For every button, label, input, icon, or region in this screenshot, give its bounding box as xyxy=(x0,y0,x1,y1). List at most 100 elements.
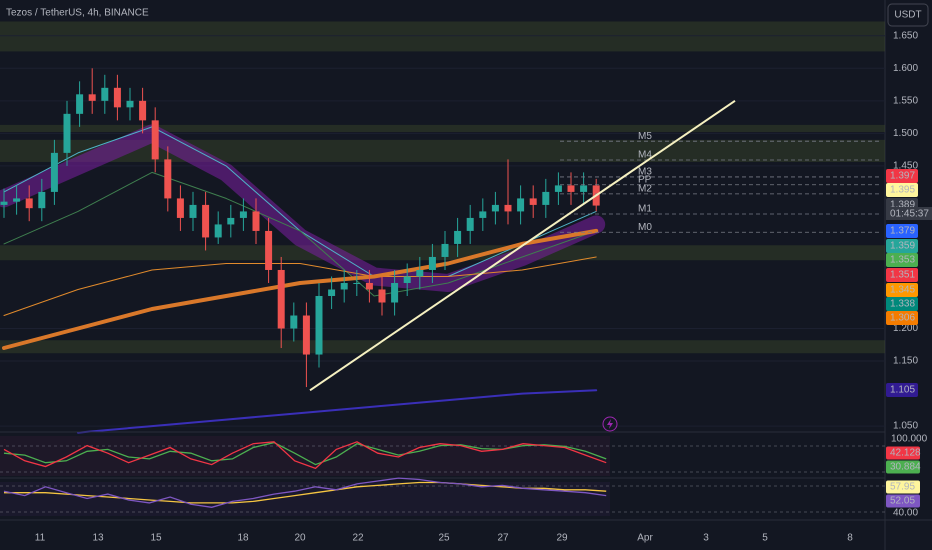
x-tick-label: 13 xyxy=(92,533,104,544)
candle-body xyxy=(454,230,462,244)
price-tag-label: 1.306 xyxy=(890,313,915,324)
x-tick-label: 5 xyxy=(762,533,768,544)
countdown: 01:45:37 xyxy=(890,209,929,220)
price-tag xyxy=(886,169,918,183)
price-tag-label: 1.345 xyxy=(890,285,915,296)
price-tag xyxy=(886,268,918,282)
lightning-icon[interactable] xyxy=(602,416,618,432)
x-tick-label: 29 xyxy=(556,533,568,544)
rsi-tag xyxy=(886,480,920,494)
stoch-tag-label: 30.884 xyxy=(890,462,921,473)
stoch-axis-label: 100.000 xyxy=(891,434,928,445)
price-tag xyxy=(886,224,918,238)
price-tag xyxy=(886,311,918,325)
candle-body xyxy=(113,87,121,108)
candle-body xyxy=(302,315,310,355)
candle-body xyxy=(365,282,373,290)
price-tag xyxy=(886,239,918,253)
candle-body xyxy=(340,282,348,290)
rsi-axis-label: 40.00 xyxy=(893,508,918,519)
candle-body xyxy=(76,94,84,114)
candle-body xyxy=(151,120,159,160)
candle-body xyxy=(504,204,512,212)
candle-body xyxy=(378,289,386,303)
currency-label[interactable]: USDT xyxy=(894,10,921,21)
stoch-band xyxy=(0,436,610,476)
candle-body xyxy=(529,198,537,205)
candle-body xyxy=(554,185,562,192)
candle-body xyxy=(139,100,147,121)
indicator-line xyxy=(2,228,599,350)
indicator-line xyxy=(3,256,597,316)
price-tag-label: 1.397 xyxy=(890,171,915,182)
candle-body xyxy=(328,289,336,296)
candle-body xyxy=(479,211,487,218)
x-tick-label: 15 xyxy=(150,533,162,544)
y-tick-label: 1.050 xyxy=(893,421,918,432)
price-tag-label: 1.379 xyxy=(890,226,915,237)
candle-body xyxy=(239,211,247,218)
rsi-tag-label: 57.95 xyxy=(890,482,915,493)
price-tag xyxy=(886,283,918,297)
candle-body xyxy=(50,152,58,192)
x-tick-label: Apr xyxy=(637,533,653,544)
y-tick-label: 1.600 xyxy=(893,63,918,74)
currency-button[interactable] xyxy=(887,3,929,27)
candle-body xyxy=(391,282,399,303)
y-tick-label: 1.500 xyxy=(893,128,918,139)
x-tick-label: 8 xyxy=(847,533,853,544)
rsi-tag-label: 52.05 xyxy=(890,496,915,507)
stoch-tag-label: 42.128 xyxy=(890,448,921,459)
price-tag-label: 1.395 xyxy=(890,185,915,196)
price-tag-label: 1.338 xyxy=(890,299,915,310)
y-tick-label: 1.450 xyxy=(893,161,918,172)
zone xyxy=(0,21,885,52)
countdown-bg xyxy=(886,207,932,220)
x-tick-label: 18 xyxy=(237,533,249,544)
candle-body xyxy=(290,315,298,329)
candle-body xyxy=(25,198,33,209)
lightning-bolt[interactable] xyxy=(607,419,613,429)
rsi-line xyxy=(3,477,607,508)
candle-body xyxy=(63,113,71,153)
candle-body xyxy=(126,100,134,108)
candle-body xyxy=(491,204,499,212)
stoch-line xyxy=(3,441,607,470)
x-tick-label: 27 xyxy=(497,533,509,544)
y-tick-label: 1.550 xyxy=(893,95,918,106)
y-tick-label: 1.150 xyxy=(893,356,918,367)
candle-body xyxy=(517,198,525,212)
price-tag-label: 1.389 xyxy=(890,200,915,211)
pivot-label: M1 xyxy=(638,204,652,215)
candle-body xyxy=(441,243,449,257)
pivot-label: M0 xyxy=(638,222,652,233)
pivot-label: M5 xyxy=(638,131,652,142)
price-tag xyxy=(886,253,918,267)
zone xyxy=(0,124,885,133)
candle-body xyxy=(164,159,172,199)
x-tick-label: 25 xyxy=(438,533,450,544)
chart-title: Tezos / TetherUS, 4h, BINANCE xyxy=(6,8,149,19)
indicator-line xyxy=(3,171,597,297)
price-tag-label: 1.353 xyxy=(890,255,915,266)
candle-body xyxy=(416,269,424,277)
candle-body xyxy=(227,217,235,225)
candle-body xyxy=(580,185,588,192)
price-tag xyxy=(886,183,918,197)
pivot-label: M4 xyxy=(638,150,652,161)
candle-body xyxy=(202,204,210,238)
candle-body xyxy=(13,198,21,202)
candle-body xyxy=(567,185,575,192)
x-tick-label: 3 xyxy=(703,533,709,544)
price-tag-label: 1.351 xyxy=(890,270,915,281)
candle-body xyxy=(265,230,273,270)
zone xyxy=(0,139,885,162)
candle-body xyxy=(214,224,222,238)
zone xyxy=(0,340,885,354)
candle-body xyxy=(542,191,550,205)
x-tick-label: 11 xyxy=(35,533,46,544)
stoch-tag xyxy=(886,460,920,474)
candle-body xyxy=(176,198,184,218)
